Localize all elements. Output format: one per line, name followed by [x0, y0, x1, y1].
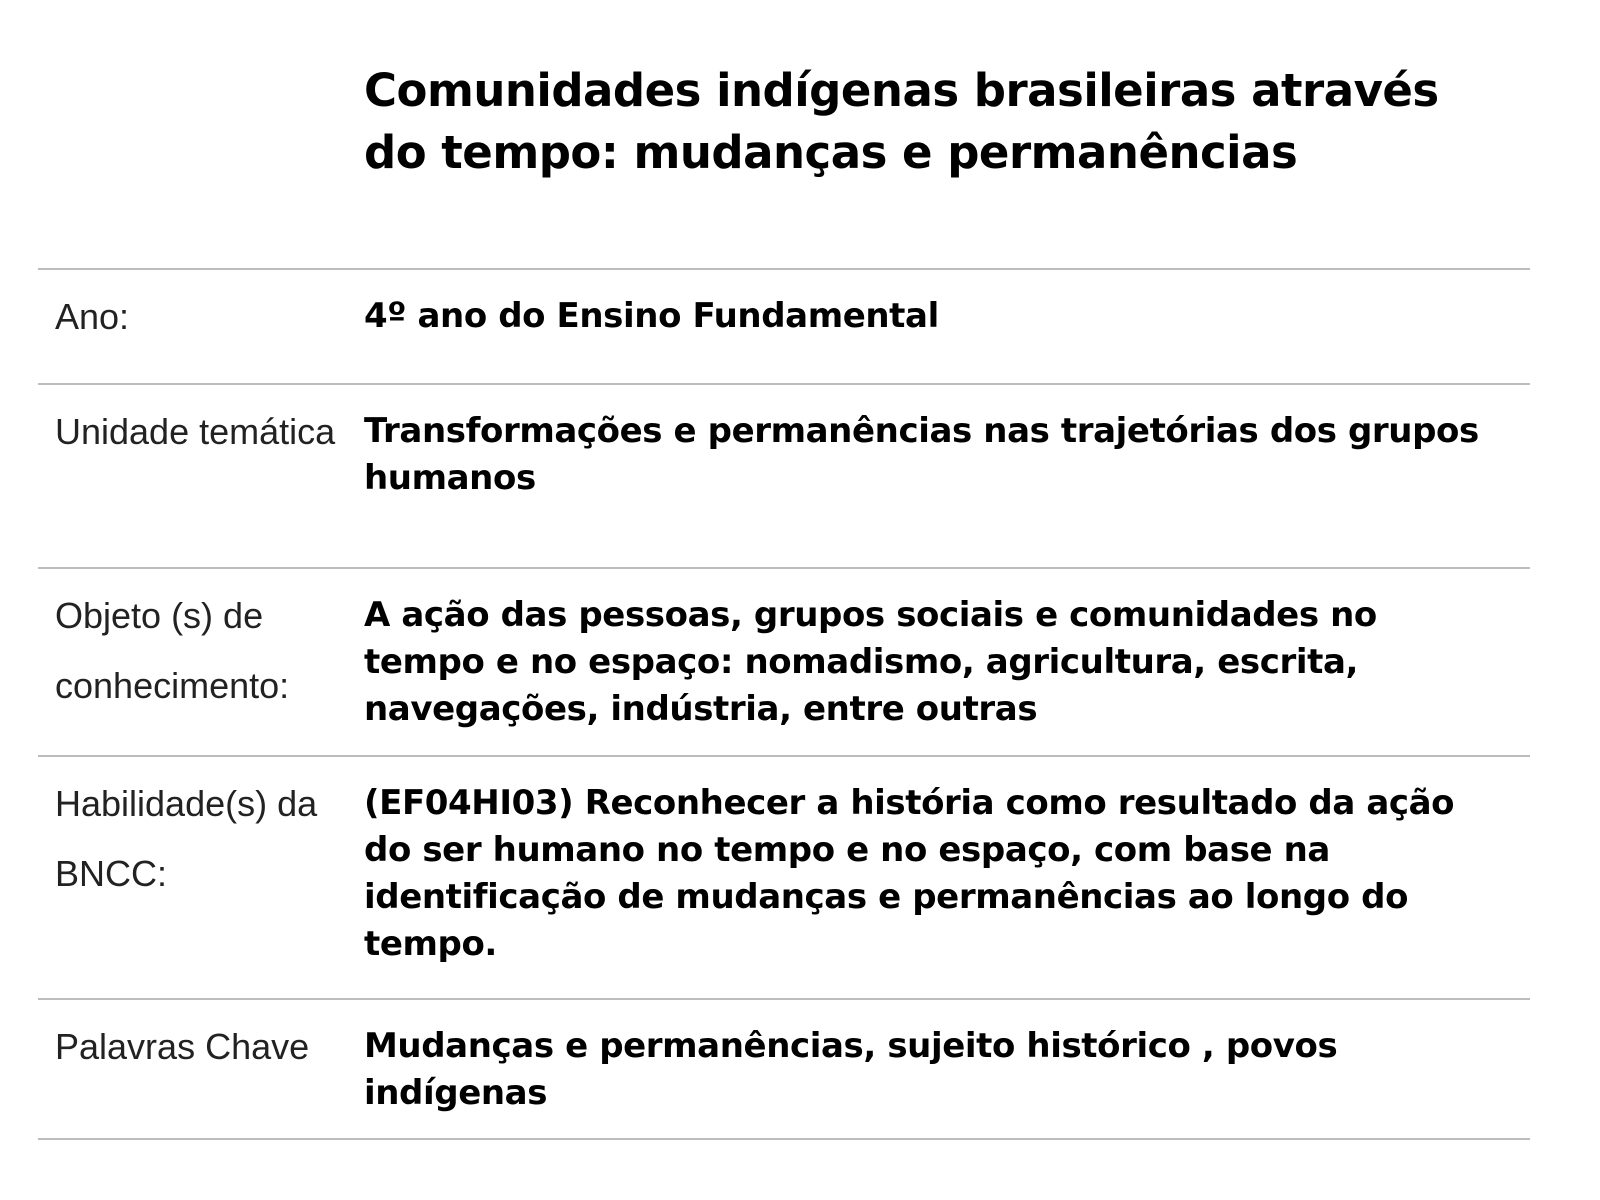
row-label: Unidade temática: [55, 411, 336, 452]
table-row-palavras: Palavras Chave Mudanças e permanências, …: [38, 1000, 1530, 1140]
page-title: Comunidades indígenas brasileiras atravé…: [364, 64, 1439, 179]
row-label: Palavras Chave: [55, 1026, 310, 1067]
table-row-objeto: Objeto (s) de conhecimento: A ação das p…: [38, 569, 1530, 757]
row-label: Ano:: [55, 296, 130, 337]
row-value: Mudanças e permanências, sujeito históri…: [364, 1026, 1338, 1113]
row-value: 4º ano do Ensino Fundamental: [364, 296, 939, 336]
lesson-info-table: Ano: 4º ano do Ensino Fundamental Unidad…: [38, 268, 1530, 1140]
table-row-unidade: Unidade temática Transformações e perman…: [38, 385, 1530, 569]
row-value: (EF04HI03) Reconhecer a história como re…: [364, 783, 1455, 964]
row-label: Habilidade(s) da BNCC:: [55, 783, 318, 894]
table-row-ano: Ano: 4º ano do Ensino Fundamental: [38, 270, 1530, 385]
row-value: A ação das pessoas, grupos sociais e com…: [364, 595, 1377, 729]
row-value: Transformações e permanências nas trajet…: [364, 411, 1479, 498]
row-label: Objeto (s) de conhecimento:: [55, 595, 290, 706]
table-row-habilidade: Habilidade(s) da BNCC: (EF04HI03) Reconh…: [38, 757, 1530, 1000]
